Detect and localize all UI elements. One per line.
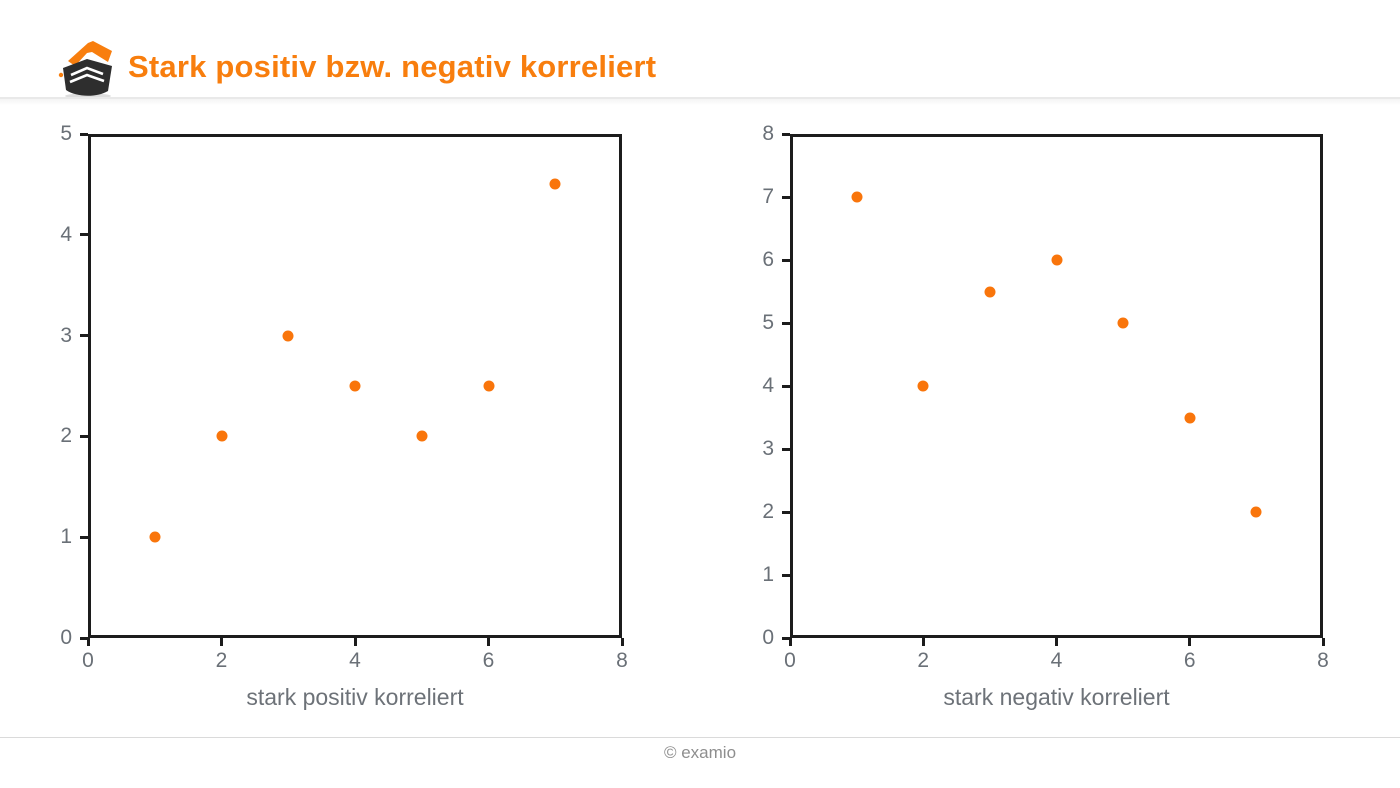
x-axis-title-negative: stark negativ korreliert bbox=[943, 684, 1170, 710]
data-point bbox=[984, 286, 996, 297]
y-tick-label: 5 bbox=[762, 311, 774, 334]
y-tick-label: 3 bbox=[762, 437, 774, 460]
y-tick-label: 4 bbox=[60, 222, 72, 246]
y-tick-mark bbox=[782, 510, 790, 514]
y-tick-mark bbox=[782, 573, 790, 577]
y-tick-label: 5 bbox=[60, 122, 72, 145]
y-tick-mark bbox=[782, 132, 790, 136]
x-tick-label: 8 bbox=[616, 649, 628, 672]
x-tick-label: 2 bbox=[917, 649, 930, 672]
y-tick-mark bbox=[782, 447, 790, 451]
x-tick-label: 6 bbox=[1183, 649, 1196, 672]
plot-area-negative bbox=[790, 134, 1323, 638]
x-tick-mark bbox=[1321, 638, 1325, 646]
y-tick-mark bbox=[80, 334, 88, 338]
x-tick-label: 4 bbox=[1050, 649, 1063, 672]
data-point bbox=[917, 380, 929, 392]
data-point bbox=[349, 380, 361, 392]
data-point bbox=[1051, 254, 1062, 266]
x-tick-label: 6 bbox=[482, 649, 495, 672]
x-tick-mark bbox=[620, 638, 624, 646]
scatter-chart-positive: stark positiv korreliert 0 1 2 3 4 5 0 2 4 6 8 bbox=[0, 120, 700, 735]
examio-book-logo-icon bbox=[58, 41, 112, 99]
y-tick-label: 1 bbox=[60, 525, 72, 549]
y-tick-label: 6 bbox=[762, 248, 774, 271]
header-divider-shadow bbox=[0, 99, 1400, 105]
data-point bbox=[149, 531, 161, 543]
data-point bbox=[851, 191, 863, 203]
y-tick-label: 4 bbox=[762, 374, 774, 397]
x-tick-mark bbox=[487, 638, 490, 646]
copyright-text: © examio bbox=[663, 743, 737, 762]
y-tick-label: 0 bbox=[60, 626, 72, 649]
y-tick-label: 3 bbox=[60, 323, 72, 347]
x-tick-mark bbox=[220, 638, 223, 646]
x-tick-mark bbox=[921, 638, 925, 646]
header: Stark positiv bzw. negativ korreliert bbox=[56, 34, 656, 100]
data-point bbox=[416, 430, 428, 442]
x-tick-mark bbox=[1188, 638, 1192, 646]
header-divider bbox=[0, 97, 1400, 99]
data-point bbox=[1184, 412, 1196, 423]
y-tick-mark bbox=[782, 636, 790, 640]
y-tick-mark bbox=[782, 258, 790, 262]
x-tick-label: 0 bbox=[82, 649, 94, 672]
x-tick-label: 4 bbox=[349, 649, 361, 672]
y-tick-label: 8 bbox=[762, 122, 774, 145]
y-tick-label: 2 bbox=[762, 500, 774, 523]
x-tick-mark bbox=[86, 638, 90, 646]
y-tick-mark bbox=[782, 384, 790, 388]
x-tick-mark bbox=[353, 638, 357, 646]
x-tick-label: 0 bbox=[784, 649, 796, 672]
y-tick-mark bbox=[80, 132, 88, 136]
y-tick-label: 7 bbox=[762, 185, 774, 208]
y-tick-mark bbox=[80, 233, 88, 237]
data-point bbox=[483, 380, 494, 392]
y-tick-mark bbox=[80, 434, 88, 438]
footer-divider bbox=[0, 737, 1400, 738]
page-title: Stark positiv bzw. negativ korreliert bbox=[128, 49, 657, 84]
x-tick-mark bbox=[788, 638, 792, 646]
data-point bbox=[216, 430, 227, 442]
scatter-chart-negative: stark negativ korreliert 0 1 2 3 4 5 6 7 8 0 2 4 6 8 bbox=[700, 120, 1400, 735]
y-tick-mark bbox=[80, 535, 88, 539]
y-tick-label: 1 bbox=[762, 563, 774, 586]
x-tick-label: 2 bbox=[215, 649, 228, 672]
data-point bbox=[1117, 317, 1129, 329]
data-point bbox=[1250, 506, 1262, 518]
y-tick-label: 0 bbox=[762, 626, 774, 649]
data-point bbox=[282, 330, 294, 342]
x-axis-title-positive: stark positiv korreliert bbox=[246, 684, 464, 710]
y-tick-mark bbox=[80, 636, 88, 640]
y-tick-mark bbox=[782, 321, 790, 325]
x-tick-label: 8 bbox=[1317, 649, 1329, 672]
data-point bbox=[549, 178, 561, 190]
x-tick-mark bbox=[1055, 638, 1058, 646]
y-tick-label: 2 bbox=[60, 424, 72, 448]
y-tick-mark bbox=[782, 195, 790, 199]
